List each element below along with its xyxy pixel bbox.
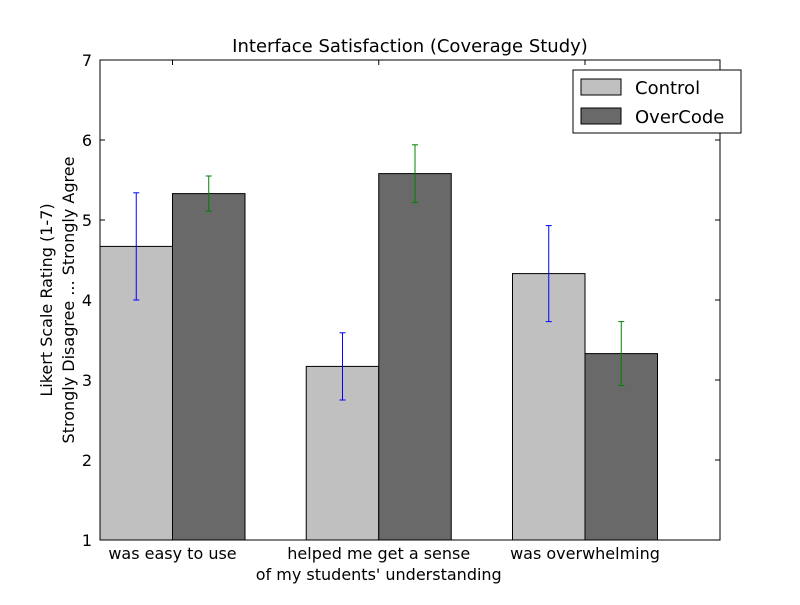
- legend-swatch: [580, 78, 622, 96]
- bar: [172, 193, 246, 541]
- chart-title: Interface Satisfaction (Coverage Study): [232, 36, 588, 57]
- x-tick-label: helped me get a sense: [287, 544, 470, 563]
- y-tick-label: 1: [82, 531, 92, 550]
- y-axis-label-line: Strongly Disagree ... Strongly Agree: [59, 157, 78, 444]
- x-tick-label: was easy to use: [108, 544, 236, 563]
- y-tick-label: 4: [82, 291, 92, 310]
- y-axis-label-line: Likert Scale Rating (1-7): [37, 203, 56, 396]
- legend: Control OverCode: [572, 69, 742, 134]
- x-tick-label: was overwhelming: [510, 544, 660, 563]
- y-axis-label: Likert Scale Rating (1-7) Strongly Disag…: [37, 157, 78, 444]
- plot-area: 1 2 3 4 5 6 7 was easy to use helped me get a se…: [82, 51, 721, 584]
- x-tick-label: of my students' understanding: [256, 565, 502, 584]
- y-tick-label: 5: [82, 211, 92, 230]
- legend-swatch: [580, 107, 622, 125]
- y-tick-label: 2: [82, 451, 92, 470]
- legend-label: OverCode: [635, 107, 724, 128]
- y-tick-label: 6: [82, 131, 92, 150]
- y-tick-label: 3: [82, 371, 92, 390]
- bar: [378, 173, 452, 541]
- y-tick-label: 7: [82, 51, 92, 70]
- legend-label: Control: [635, 78, 700, 99]
